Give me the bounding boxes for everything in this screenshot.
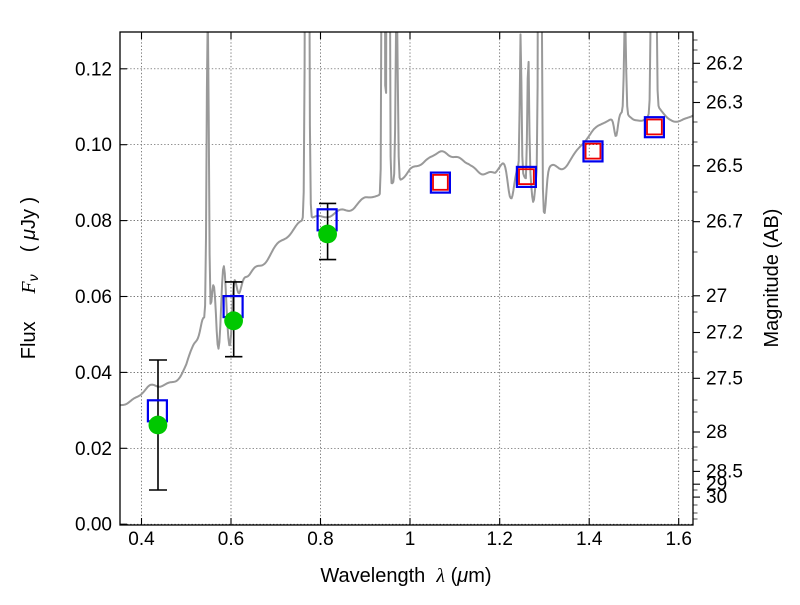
svg-text:26.5: 26.5 xyxy=(706,156,743,177)
svg-text:28: 28 xyxy=(706,422,727,443)
svg-text:0.6: 0.6 xyxy=(218,529,244,550)
svg-text:30: 30 xyxy=(706,487,727,508)
svg-text:0.10: 0.10 xyxy=(75,135,112,156)
svg-text:Magnitude (AB): Magnitude (AB) xyxy=(761,209,783,348)
svg-text:Wavelength λ (μm): Wavelength λ (μm) xyxy=(320,565,491,587)
svg-text:27.2: 27.2 xyxy=(706,323,743,344)
svg-text:0.06: 0.06 xyxy=(75,287,112,308)
svg-text:0.04: 0.04 xyxy=(75,363,112,384)
svg-text:26.2: 26.2 xyxy=(706,53,743,74)
svg-text:0.4: 0.4 xyxy=(128,529,155,550)
svg-text:1.6: 1.6 xyxy=(665,529,691,550)
svg-text:1.4: 1.4 xyxy=(576,529,603,550)
svg-text:Flux Fν ( μJy ): Flux Fν ( μJy ) xyxy=(18,197,41,359)
svg-text:1.2: 1.2 xyxy=(486,529,512,550)
svg-text:26.3: 26.3 xyxy=(706,93,743,114)
svg-text:27.5: 27.5 xyxy=(706,368,743,389)
svg-text:0.02: 0.02 xyxy=(75,439,112,460)
svg-text:27: 27 xyxy=(706,286,727,307)
svg-text:1: 1 xyxy=(405,529,416,550)
svg-text:0.08: 0.08 xyxy=(75,211,112,232)
svg-text:0.8: 0.8 xyxy=(307,529,333,550)
svg-text:0.12: 0.12 xyxy=(75,59,112,80)
svg-text:26.7: 26.7 xyxy=(706,212,743,233)
svg-text:0.00: 0.00 xyxy=(75,515,112,536)
